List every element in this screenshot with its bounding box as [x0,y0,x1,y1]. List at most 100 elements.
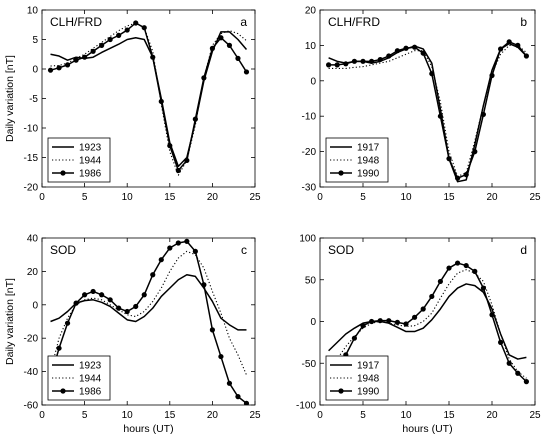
x-tick-label: 20 [486,410,498,421]
data-point-1990 [369,58,375,64]
data-point-1990 [506,39,512,45]
data-point-1990 [334,62,340,68]
data-point-1990 [446,156,452,162]
data-point-1986 [141,292,147,298]
legend-label: 1986 [79,387,102,398]
x-tick-label: 25 [249,410,261,421]
y-tick-label: 0 [32,300,38,311]
data-point-1986 [64,320,71,326]
y-tick-label: 0 [32,65,38,76]
data-point-1986 [243,400,250,405]
legend-label: 1990 [357,387,380,398]
data-point-1986 [64,62,71,68]
data-point-1990 [506,360,512,366]
x-tick-label: 15 [164,192,176,203]
data-point-1990 [386,53,392,59]
x-tick-label: 5 [360,410,366,421]
data-point-1986 [56,65,62,71]
x-tick-label: 25 [529,192,541,203]
panel-title: CLH/FRD [50,15,102,29]
data-point-1990 [463,172,469,178]
data-point-1990 [386,318,392,324]
legend-label: 1986 [79,169,102,180]
data-point-1986 [201,75,207,81]
data-point-1986 [226,42,233,49]
data-point-1986 [192,248,198,254]
data-point-1990 [489,312,495,318]
data-point-1986 [107,36,113,43]
x-tick-label: 25 [529,410,541,421]
data-point-1990 [437,278,443,285]
data-point-1986 [90,48,96,54]
x-tick-label: 5 [82,410,88,421]
data-point-1990 [412,314,418,320]
x-tick-label: 15 [443,410,455,421]
x-tick-label: 20 [207,192,219,203]
x-tick-label: 5 [82,192,88,203]
data-point-1986 [243,69,250,75]
data-point-1990 [360,58,366,64]
y-tick-label: 20 [305,6,317,17]
data-point-1986 [90,288,96,295]
y-tick-label: 40 [27,234,39,245]
data-point-1990 [403,45,409,51]
y-tick-label: 10 [305,41,317,52]
data-point-1990 [351,58,357,64]
plot-area [47,20,250,176]
y-tick-label: 0 [310,76,316,87]
y-tick-label: -5 [29,94,38,105]
data-point-1990 [472,149,478,155]
data-point-1986 [175,240,181,246]
data-point-1990 [523,53,530,59]
legend-label: 1917 [357,143,380,154]
data-point-1986 [150,272,156,278]
x-tick-label: 5 [360,192,366,203]
data-point-1986 [209,45,215,51]
legend-marker-1990 [338,388,344,394]
legend-label: 1923 [79,361,102,372]
y-tick-label: -40 [24,367,39,378]
y-tick-label: -15 [24,153,39,164]
data-point-1986 [235,55,241,61]
y-tick-label: -20 [24,183,39,194]
series-line-1948 [328,269,527,379]
data-point-1990 [446,265,452,271]
legend-box [325,137,389,183]
legend-marker-1986 [60,388,66,394]
panel-d: 0 5 10 15 20 25 -100 -50 0 50 100 SOD d 1917 1948 1990 h… [296,234,541,436]
data-point-1990 [515,370,521,376]
x-tick-label: 0 [39,192,45,203]
data-point-1990 [343,61,349,67]
data-point-1986 [47,67,54,73]
data-point-1986 [218,35,224,41]
legend-label: 1990 [357,169,380,180]
data-point-1990 [369,318,375,325]
y-tick-label: 10 [27,6,39,17]
legend-label: 1948 [357,374,380,385]
data-point-1986 [133,303,139,310]
plot-area [326,260,530,385]
data-point-1990 [351,335,357,341]
legend-label: 1948 [357,156,380,167]
data-point-1986 [150,54,156,60]
data-point-1990 [429,71,435,77]
data-point-1986 [175,167,181,174]
data-point-1986 [107,297,113,303]
y-axis-label: Daily variation [nT] [4,278,16,365]
panel-letter: b [520,15,527,29]
data-point-1990 [498,46,504,52]
legend-box [325,355,389,401]
x-tick-label: 0 [317,192,323,203]
data-point-1986 [99,42,105,49]
data-point-1986 [184,238,190,244]
y-tick-label: -10 [24,124,39,135]
y-tick-label: 20 [27,267,39,278]
data-point-1986 [73,57,79,63]
data-point-1986 [167,143,173,149]
data-point-1990 [489,72,495,79]
x-axis-label: hours (UT) [123,423,173,435]
data-point-1986 [158,98,164,105]
data-point-1986 [141,25,147,31]
panel-c: 0 5 10 15 20 25 -60 -40 -20 0 20 40 SOD c 1923 1944 1986… [4,234,261,436]
